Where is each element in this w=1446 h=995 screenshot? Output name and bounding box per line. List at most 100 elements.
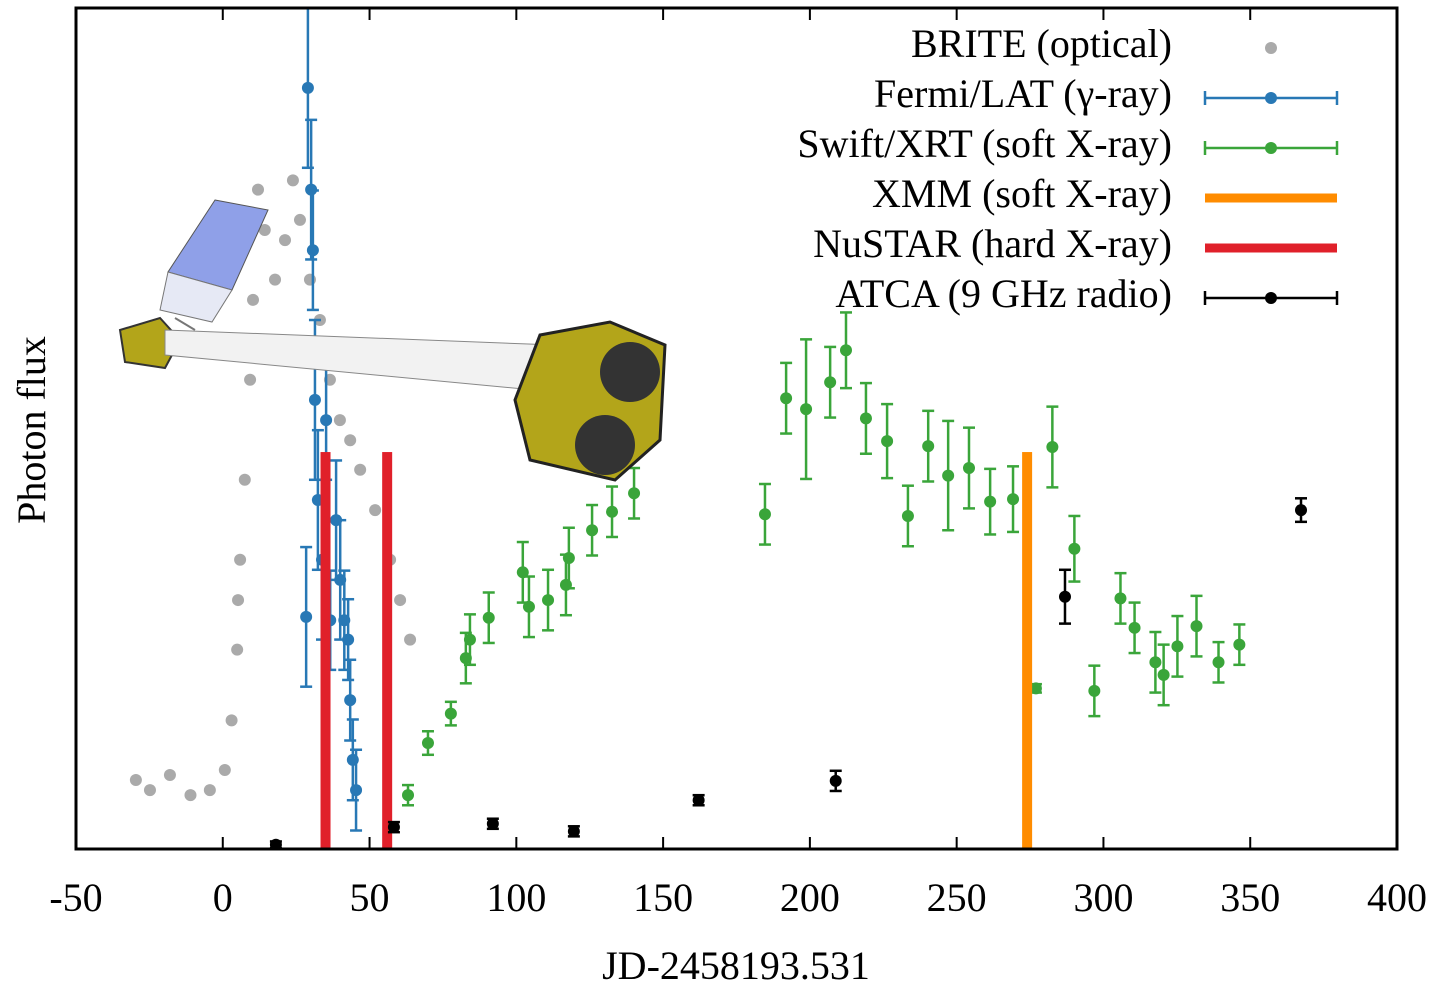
point: [1068, 542, 1081, 555]
point: [354, 463, 367, 476]
x-tick-label: 150: [633, 875, 693, 920]
point: [252, 183, 265, 196]
point: [333, 414, 346, 427]
point: [303, 273, 316, 286]
point: [218, 763, 231, 776]
point: [402, 789, 415, 802]
point: [286, 174, 299, 187]
legend-label: BRITE (optical): [911, 21, 1172, 66]
point: [394, 594, 407, 607]
point: [234, 553, 247, 566]
point: [901, 509, 914, 522]
point: [800, 403, 813, 416]
point: [344, 434, 357, 447]
plot-frame: [74, 6, 1399, 851]
point: [1007, 493, 1020, 506]
x-tick-label: 200: [780, 875, 840, 920]
point: [387, 821, 400, 834]
point: [463, 633, 476, 646]
point: [344, 694, 357, 707]
point: [184, 789, 197, 802]
x-tick-label: 300: [1073, 875, 1133, 920]
y-axis-label: Photon flux: [9, 336, 54, 524]
point: [1029, 682, 1042, 695]
point: [1171, 640, 1184, 653]
legend-label: Swift/XRT (soft X-ray): [797, 121, 1172, 166]
point: [1212, 656, 1225, 669]
x-tick-label: 400: [1367, 875, 1427, 920]
point: [942, 469, 955, 482]
point: [567, 825, 580, 838]
legend-label: Fermi/LAT (γ-ray): [874, 71, 1172, 116]
point: [247, 293, 260, 306]
point: [1114, 592, 1127, 605]
x-axis-label: JD-2458193.531: [602, 943, 870, 988]
point: [342, 633, 355, 646]
point: [143, 784, 156, 797]
point: [301, 81, 314, 94]
point: [606, 505, 619, 518]
point: [238, 473, 251, 486]
vertical-band: [1022, 452, 1033, 849]
point: [258, 224, 271, 237]
point: [444, 707, 457, 720]
point: [628, 487, 641, 500]
point: [542, 594, 555, 607]
point: [859, 412, 872, 425]
x-tick-label: -50: [49, 875, 102, 920]
point: [1149, 656, 1162, 669]
x-tick-label: 50: [350, 875, 390, 920]
point: [404, 633, 417, 646]
legend-symbol: [1265, 42, 1277, 54]
point: [163, 768, 176, 781]
point: [1046, 441, 1059, 454]
satellite-illustration: [118, 199, 667, 482]
solar-panel: [159, 271, 233, 323]
point: [1058, 590, 1071, 603]
point: [1295, 504, 1308, 517]
x-tick-label: 250: [927, 875, 987, 920]
point: [350, 784, 363, 797]
x-tick-label: 350: [1220, 875, 1280, 920]
point: [369, 504, 382, 517]
x-tick-label: 100: [486, 875, 546, 920]
point: [308, 393, 321, 406]
legend-symbol: [1265, 142, 1277, 154]
point: [129, 774, 142, 787]
point: [522, 600, 535, 613]
point: [269, 838, 282, 849]
detector: [575, 415, 635, 475]
mast: [174, 317, 196, 331]
point: [922, 440, 935, 453]
point: [1128, 621, 1141, 634]
point: [225, 714, 238, 727]
point: [486, 817, 499, 830]
point: [231, 643, 244, 656]
point: [562, 552, 575, 565]
point: [1088, 684, 1101, 697]
point: [1190, 620, 1203, 633]
point: [984, 495, 997, 508]
legend-label: ATCA (9 GHz radio): [835, 271, 1172, 316]
legend-label: XMM (soft X-ray): [872, 171, 1172, 216]
legend-symbol: [1265, 292, 1277, 304]
legend-symbol: [1265, 92, 1277, 104]
point: [839, 344, 852, 357]
point: [692, 794, 705, 807]
vertical-band: [320, 452, 331, 849]
point: [482, 611, 495, 624]
point: [232, 594, 245, 607]
point: [320, 414, 333, 427]
vertical-band: [382, 452, 393, 849]
point: [962, 462, 975, 475]
point: [300, 610, 313, 623]
point: [824, 376, 837, 389]
detector: [600, 342, 660, 402]
boom: [164, 329, 556, 393]
point: [780, 392, 793, 405]
point: [1157, 668, 1170, 681]
x-tick-label: 0: [213, 875, 233, 920]
point: [244, 373, 257, 386]
legend-label: NuSTAR (hard X-ray): [813, 221, 1172, 266]
